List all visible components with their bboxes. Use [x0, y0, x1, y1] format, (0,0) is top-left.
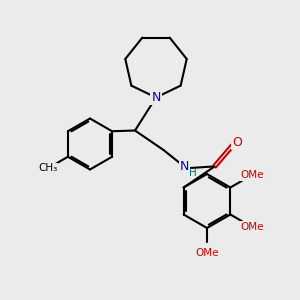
Text: N: N [151, 91, 161, 104]
Text: CH₃: CH₃ [38, 163, 58, 173]
Text: OMe: OMe [195, 248, 219, 258]
Text: N: N [180, 160, 189, 173]
Text: O: O [232, 136, 242, 149]
Text: OMe: OMe [240, 222, 264, 232]
Text: OMe: OMe [240, 170, 264, 180]
Text: H: H [189, 167, 196, 178]
